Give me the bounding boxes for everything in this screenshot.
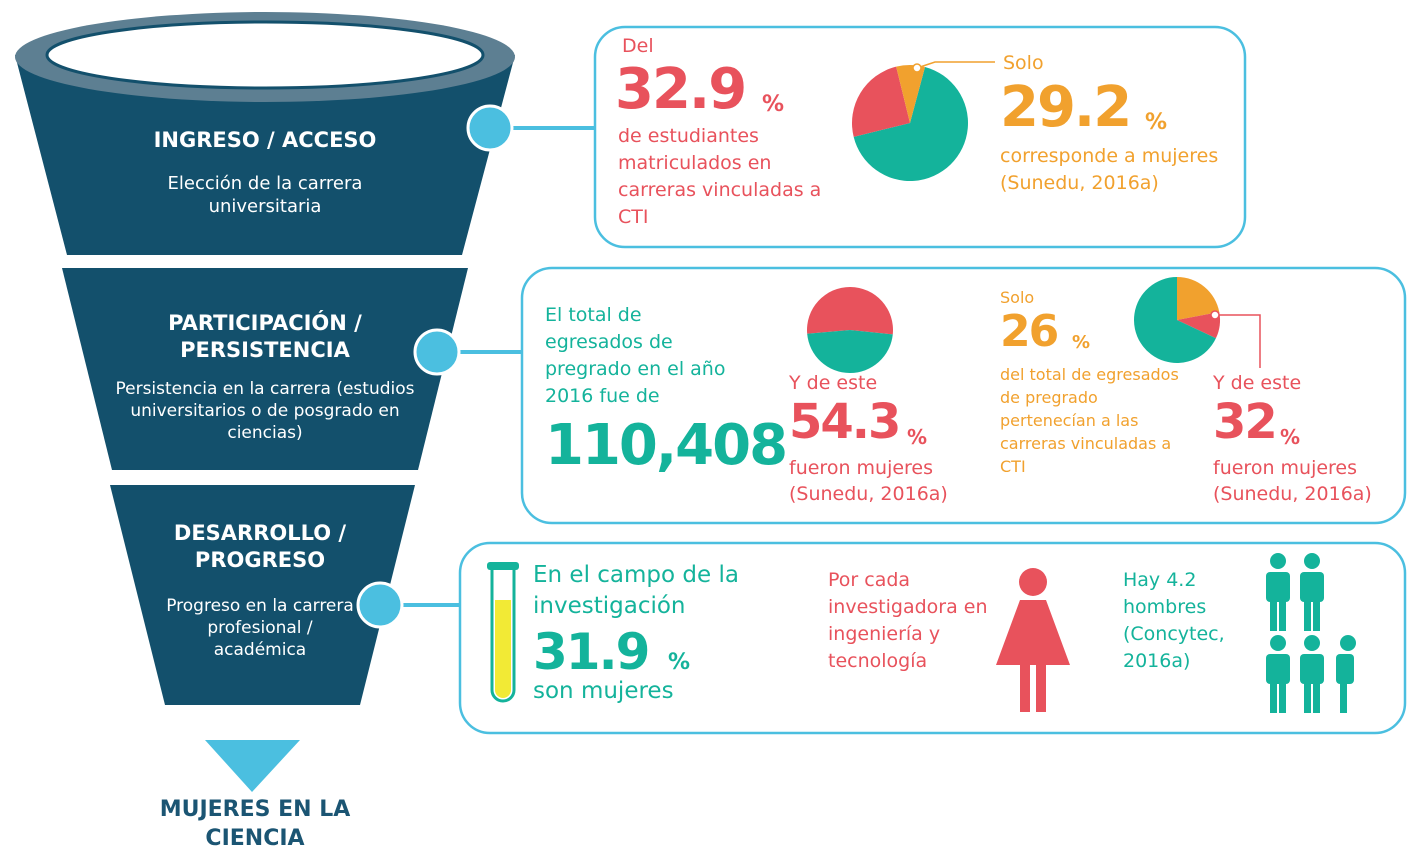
lead: Solo (1000, 288, 1034, 307)
value: 29.2 (1000, 80, 1130, 136)
woman-icon (996, 568, 1070, 712)
unit: % (1072, 332, 1090, 353)
value: 32 (1213, 398, 1276, 446)
lead: Solo (1003, 52, 1044, 74)
page: INGRESO / ACCESO Elección de la carrera … (0, 0, 1407, 854)
node (415, 330, 459, 374)
callout-dot (913, 64, 921, 72)
text: del total de egresados de pregrado perte… (1000, 363, 1185, 478)
text: El total de egresados de pregrado en el … (545, 302, 745, 410)
text: de estudiantes matriculados en carreras … (618, 123, 828, 231)
text: son mujeres (533, 678, 674, 704)
pie (1134, 277, 1220, 363)
stage-title: DESARROLLO / PROGRESO (140, 520, 380, 574)
funnel-opening (47, 22, 483, 88)
lead: Del (622, 35, 654, 57)
stage-text: Elección de la carrera universitaria (125, 172, 405, 218)
value: 26 (1000, 310, 1057, 354)
result: MUJERES EN LA CIENCIA (120, 795, 390, 853)
pie-slice (807, 287, 893, 334)
arrow (205, 740, 300, 792)
lead: Y de este (789, 372, 877, 394)
unit: % (668, 650, 690, 675)
value: 110,408 (545, 418, 786, 474)
unit: % (1145, 110, 1167, 135)
stage-text: Progreso en la carrera profesional / aca… (165, 595, 355, 661)
node (468, 106, 512, 150)
callout (1215, 315, 1260, 368)
lead: Y de este (1213, 372, 1301, 394)
text: corresponde a mujeres (Sunedu, 2016a) (1000, 143, 1230, 197)
test-tube (487, 562, 519, 701)
text: fueron mujeres (Sunedu, 2016a) (1213, 455, 1403, 507)
pie (807, 287, 893, 373)
stage-title: INGRESO / ACCESO (90, 128, 440, 152)
pie-slice (807, 330, 893, 373)
stage-text: Persistencia en la carrera (estudios uni… (100, 378, 430, 444)
callout-dot (1211, 311, 1219, 319)
unit: % (1280, 425, 1300, 449)
unit: % (907, 425, 927, 449)
men-icons (1266, 553, 1356, 713)
node (358, 583, 402, 627)
callout (917, 62, 995, 68)
pie (852, 65, 968, 181)
value: 54.3 (789, 398, 899, 446)
stage-title: PARTICIPACIÓN / PERSISTENCIA (125, 310, 405, 364)
text: Por cada investigadora en ingeniería y t… (828, 567, 1003, 675)
unit: % (762, 92, 784, 117)
value: 32.9 (615, 62, 745, 118)
value: 31.9 (533, 627, 648, 677)
text: Hay 4.2 hombres (Concytec, 2016a) (1123, 567, 1258, 675)
text: fueron mujeres (Sunedu, 2016a) (789, 455, 989, 507)
text: En el campo de la investigación (533, 560, 758, 622)
